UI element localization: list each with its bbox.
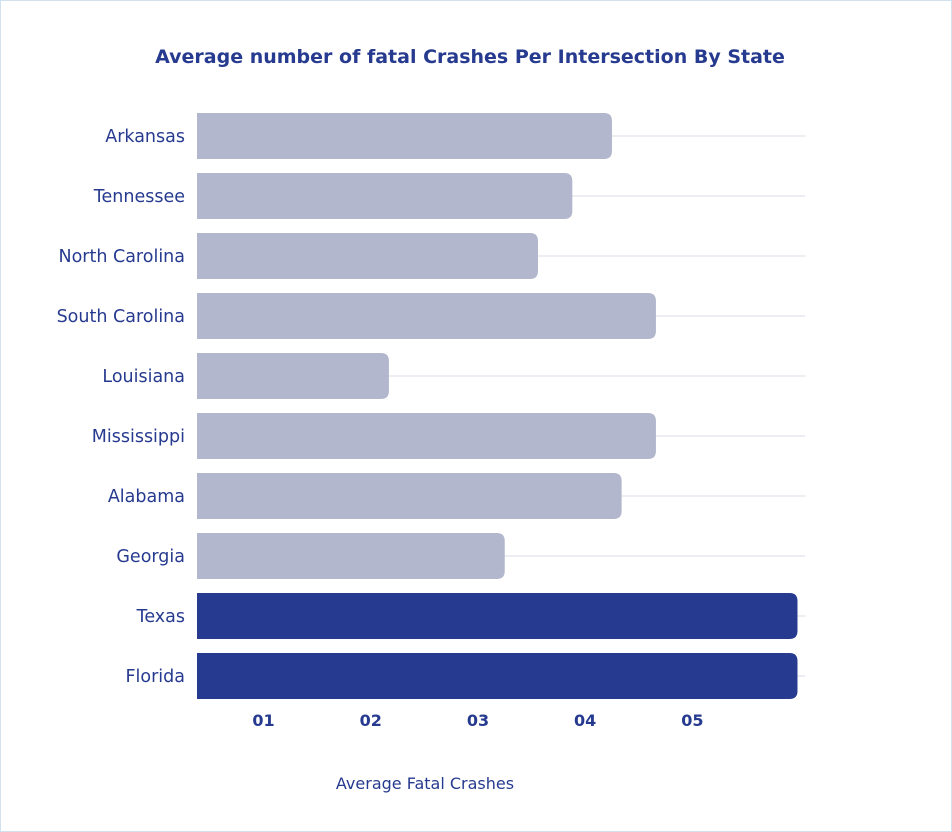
category-label-florida: Florida xyxy=(125,667,185,687)
bar-north-carolina xyxy=(197,233,538,279)
category-label-mississippi: Mississippi xyxy=(92,427,185,447)
category-label-south-carolina: South Carolina xyxy=(57,307,185,327)
bar-mississippi xyxy=(197,413,656,459)
x-tick-label: 05 xyxy=(681,711,703,730)
category-label-louisiana: Louisiana xyxy=(102,367,185,387)
bar-georgia xyxy=(197,533,505,579)
x-tick-labels: 01 02 03 04 05 xyxy=(252,711,703,730)
bar-tennessee xyxy=(197,173,573,219)
x-tick-label: 02 xyxy=(360,711,382,730)
x-tick-label: 04 xyxy=(574,711,596,730)
bar-texas xyxy=(197,593,798,639)
category-label-arkansas: Arkansas xyxy=(105,127,185,147)
bar-arkansas xyxy=(197,113,612,159)
bar-florida xyxy=(197,653,798,699)
bar-alabama xyxy=(197,473,622,519)
x-axis-label: Average Fatal Crashes xyxy=(336,774,514,793)
category-label-texas: Texas xyxy=(136,607,185,627)
chart-title: Average number of fatal Crashes Per Inte… xyxy=(155,46,785,68)
category-labels: Arkansas Tennessee North Carolina South Car… xyxy=(57,127,185,687)
x-tick-label: 01 xyxy=(252,711,274,730)
x-tick-label: 03 xyxy=(467,711,489,730)
bar-south-carolina xyxy=(197,293,656,339)
category-label-north-carolina: North Carolina xyxy=(58,247,185,267)
category-label-georgia: Georgia xyxy=(116,547,185,567)
category-label-alabama: Alabama xyxy=(108,487,185,507)
category-label-tennessee: Tennessee xyxy=(93,187,185,207)
bars xyxy=(197,113,798,699)
bar-louisiana xyxy=(197,353,389,399)
